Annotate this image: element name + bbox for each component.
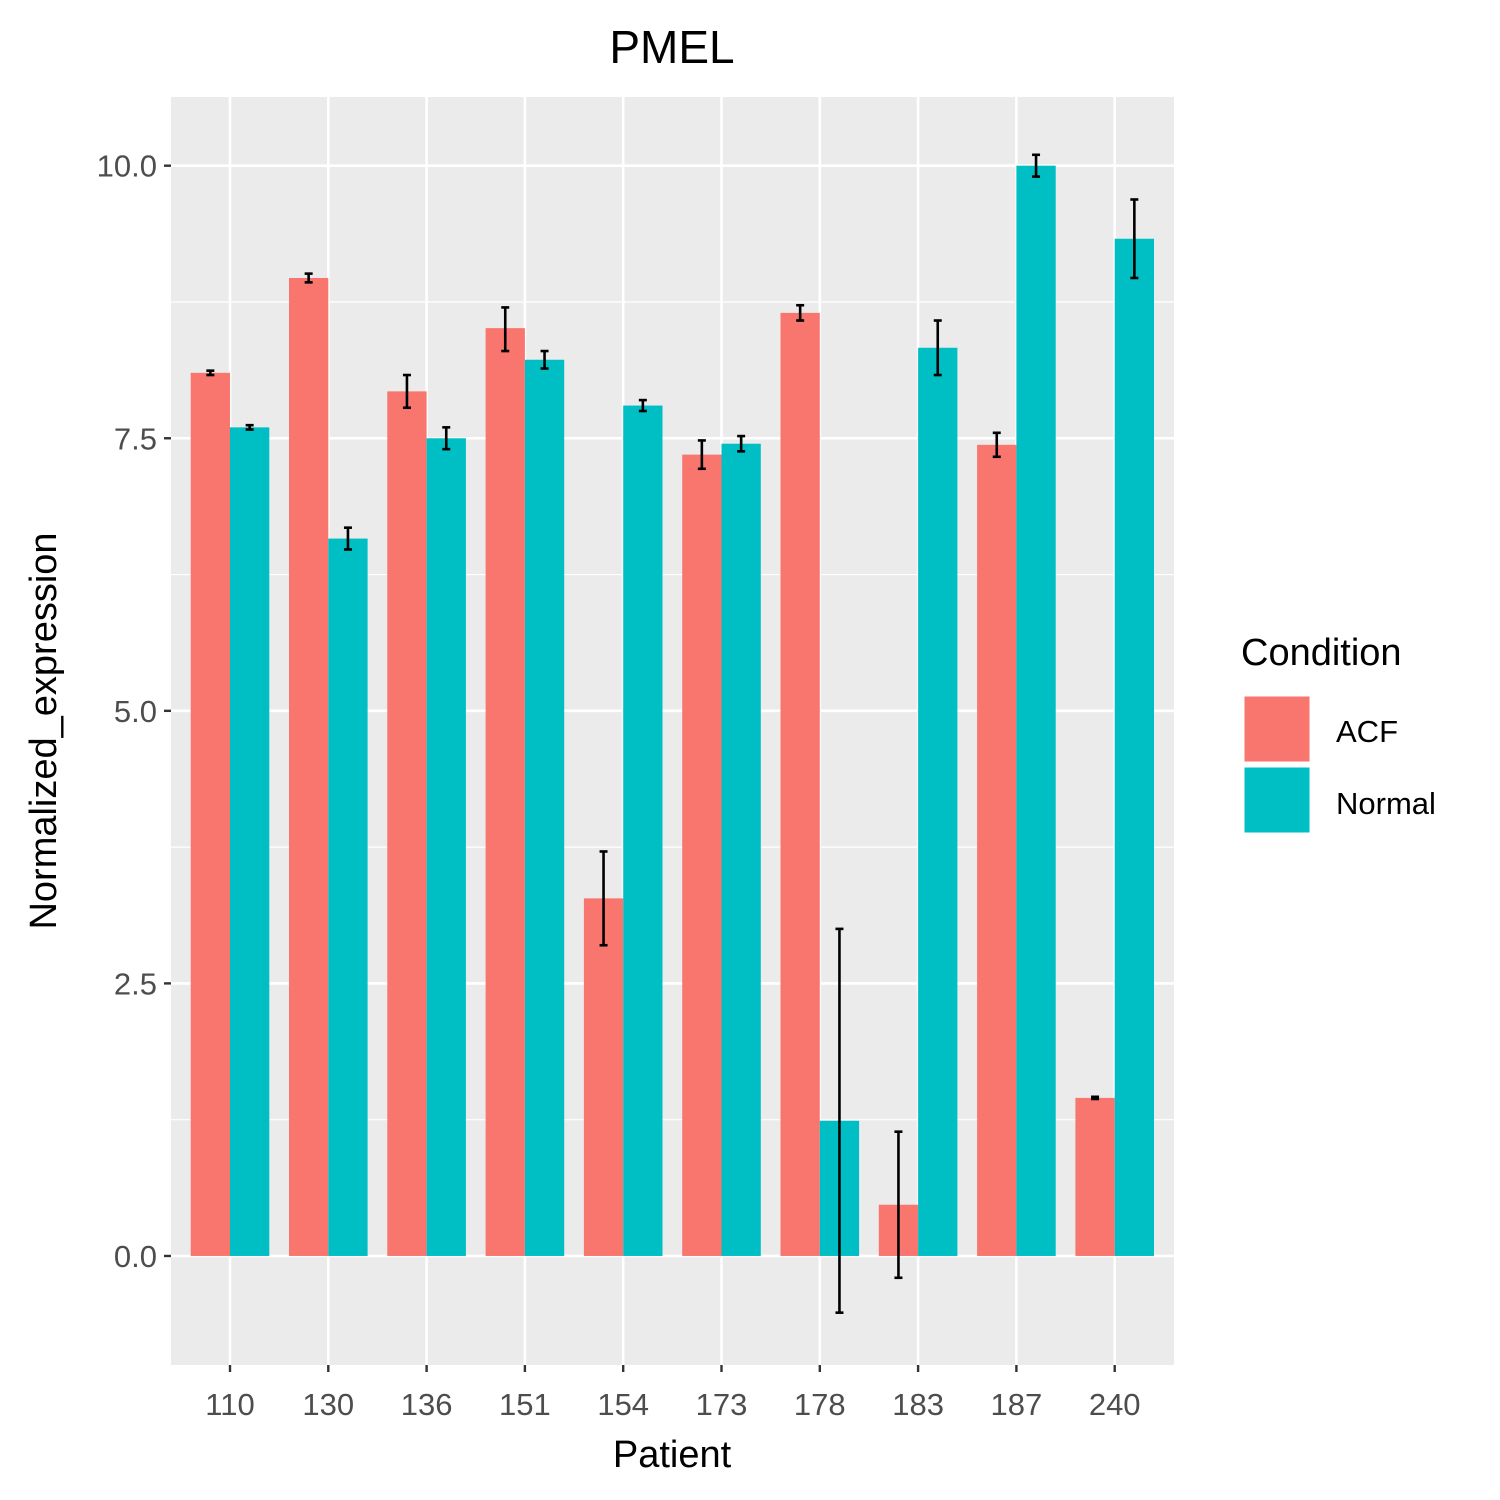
legend: Condition ACF Normal — [1241, 632, 1436, 836]
legend-label-normal: Normal — [1336, 786, 1436, 821]
error-bar-acf-240 — [1091, 1095, 1100, 1101]
y-tick-label: 7.5 — [114, 421, 157, 456]
bar-normal-173 — [721, 443, 761, 1256]
error-bar-normal-130 — [343, 526, 352, 551]
chart-title: PMEL — [609, 21, 734, 73]
y-tick-label: 2.5 — [114, 966, 157, 1001]
error-bar-acf-173 — [697, 439, 706, 471]
bar-normal-151 — [524, 359, 565, 1256]
bar-acf-240 — [1075, 1097, 1115, 1256]
y-tick-label: 0.0 — [114, 1239, 157, 1274]
x-tick-label: 183 — [892, 1387, 944, 1422]
error-bar-normal-110 — [245, 423, 254, 431]
error-bar-acf-178 — [796, 303, 805, 322]
error-bar-acf-154 — [599, 850, 608, 947]
error-bar-normal-136 — [442, 426, 451, 451]
error-bar-acf-130 — [304, 272, 313, 284]
bar-acf-173 — [682, 454, 722, 1256]
x-tick-label: 136 — [401, 1387, 453, 1422]
bar-acf-130 — [289, 277, 329, 1256]
bar-acf-187 — [977, 444, 1017, 1256]
error-bar-normal-173 — [737, 434, 746, 453]
error-bar-normal-178 — [835, 927, 844, 1314]
error-bar-normal-187 — [1032, 153, 1041, 178]
bar-normal-187 — [1016, 165, 1056, 1256]
x-tick-label: 154 — [597, 1387, 649, 1422]
y-axis-title: Normalized_expression — [23, 532, 65, 929]
x-tick-label: 240 — [1089, 1387, 1141, 1422]
x-axis-title: Patient — [613, 1434, 732, 1476]
bar-normal-136 — [426, 438, 466, 1256]
error-bar-normal-240 — [1130, 198, 1139, 280]
x-tick-label: 130 — [302, 1387, 354, 1422]
bar-acf-178 — [780, 312, 820, 1256]
legend-key-normal — [1241, 764, 1313, 836]
bar-normal-240 — [1114, 238, 1154, 1256]
bar-acf-151 — [485, 328, 525, 1256]
bar-normal-110 — [230, 427, 270, 1256]
y-tick-label: 5.0 — [114, 694, 157, 729]
bar-acf-154 — [583, 898, 624, 1256]
error-bar-normal-183 — [933, 319, 942, 377]
x-tick-label: 178 — [794, 1387, 846, 1422]
y-axis-ticks: 0.0 2.5 5.0 7.5 10.0 — [97, 149, 171, 1274]
error-bar-acf-151 — [501, 306, 510, 353]
bar-acf-110 — [190, 372, 230, 1256]
error-bars — [206, 153, 1139, 1314]
x-tick-label: 151 — [499, 1387, 551, 1422]
x-tick-label: 173 — [696, 1387, 748, 1422]
error-bar-acf-136 — [402, 373, 411, 410]
error-bar-acf-110 — [206, 369, 215, 377]
error-bar-normal-151 — [540, 349, 549, 370]
x-tick-label: 110 — [205, 1387, 254, 1422]
error-bar-acf-183 — [894, 1130, 903, 1280]
x-tick-label: 187 — [991, 1387, 1043, 1422]
legend-label-acf: ACF — [1336, 714, 1398, 749]
bar-normal-154 — [623, 405, 663, 1256]
y-tick-label: 10.0 — [97, 149, 157, 184]
bar-acf-136 — [387, 391, 427, 1256]
error-bar-normal-154 — [638, 398, 647, 413]
x-axis-ticks: 110 130 136 151 154 173 178 183 187 240 — [205, 1365, 1141, 1422]
error-bar-acf-187 — [992, 431, 1001, 459]
legend-title: Condition — [1241, 632, 1402, 674]
legend-key-acf — [1241, 693, 1313, 765]
bar-normal-183 — [918, 347, 958, 1256]
bar-normal-130 — [328, 538, 368, 1256]
bars — [190, 165, 1154, 1256]
